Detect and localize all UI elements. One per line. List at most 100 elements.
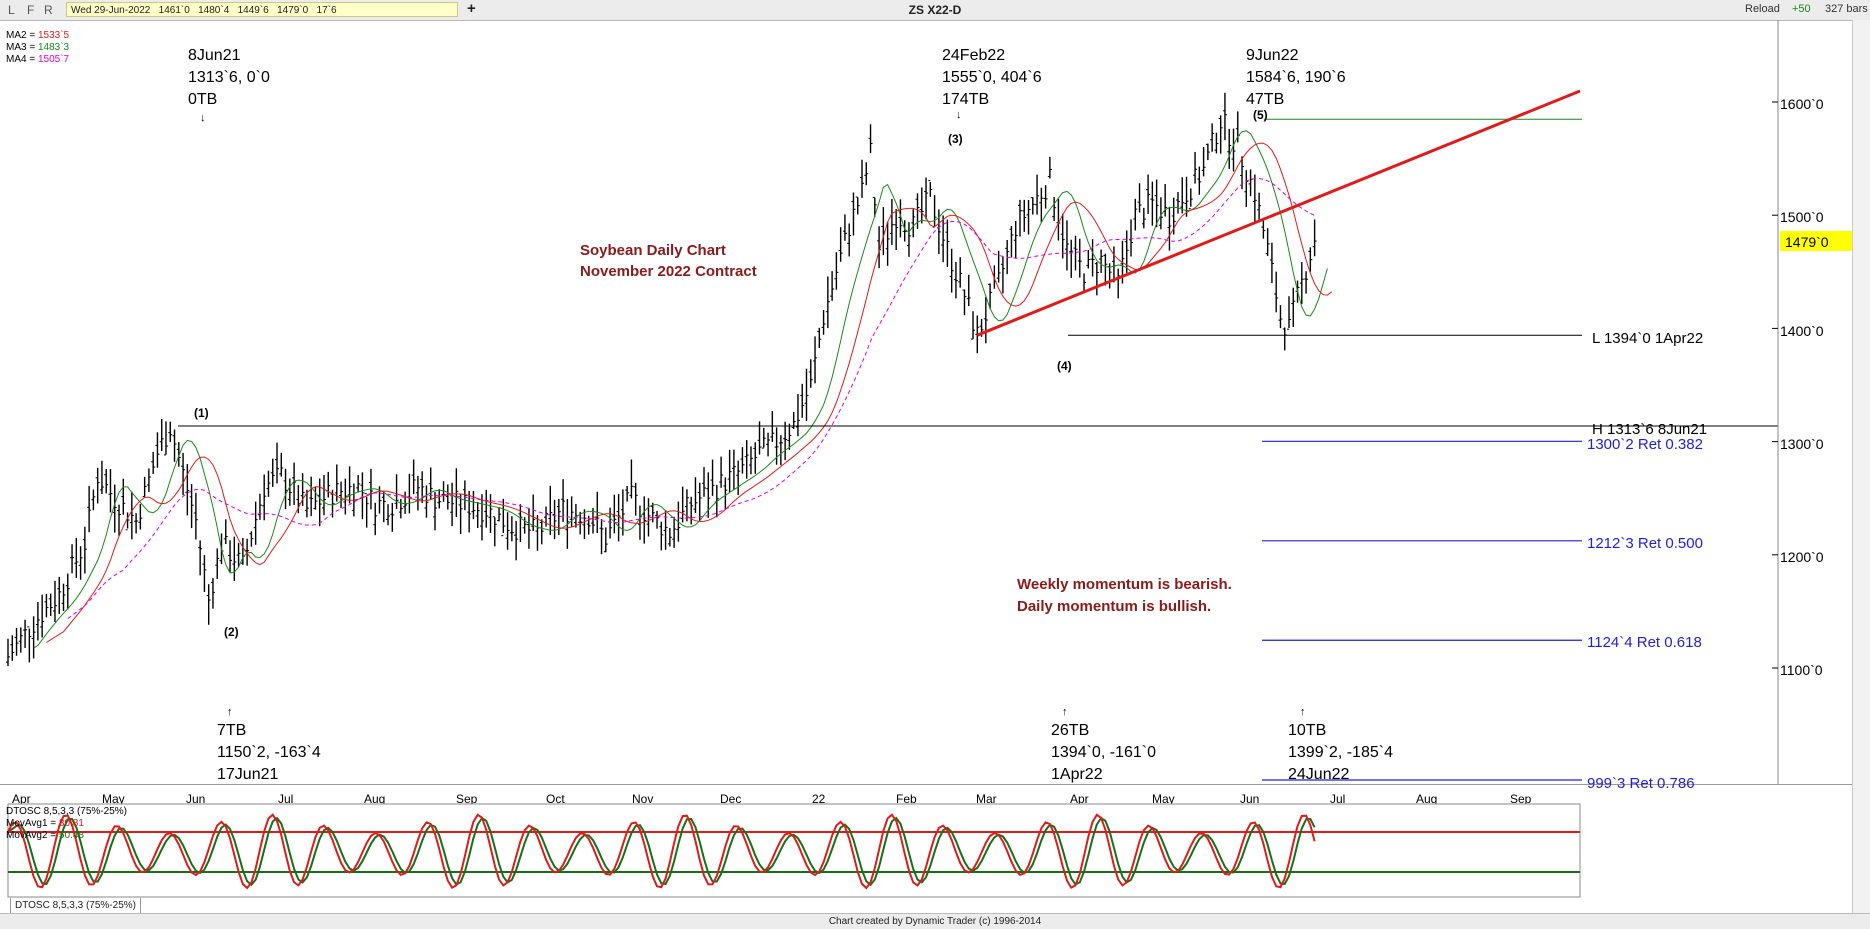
- level-high-label: H 1313`6 8Jun21: [1592, 421, 1707, 438]
- price-bar: [202, 555, 207, 592]
- price-bar: [386, 504, 391, 526]
- price-bar: [625, 485, 630, 502]
- price-bar: [509, 516, 514, 542]
- flag-l[interactable]: L: [8, 3, 15, 17]
- price-bar: [1086, 250, 1091, 269]
- price-bar: [693, 477, 698, 513]
- price-bar: [1141, 207, 1146, 229]
- price-bar: [1022, 199, 1027, 232]
- price-bar: [1231, 128, 1236, 172]
- price-bar: [1304, 271, 1309, 294]
- vertical-scrollbar[interactable]: [1852, 20, 1870, 913]
- momentum-daily: Daily momentum is bullish.: [1017, 598, 1211, 615]
- price-bar: [236, 542, 241, 568]
- price-bar: [868, 124, 873, 154]
- price-bar: [52, 580, 57, 623]
- price-bar: [78, 546, 83, 580]
- price-bar: [885, 221, 890, 266]
- symbol-title: ZS X22-D: [908, 3, 962, 17]
- price-bar: [61, 583, 66, 611]
- price-bar: [949, 248, 954, 293]
- oscillator-pane[interactable]: [7, 803, 1581, 898]
- price-bar: [1043, 185, 1048, 209]
- reload-change: +50: [1792, 3, 1811, 15]
- price-bar: [283, 468, 288, 510]
- bot2-tb: 26TB: [1051, 722, 1089, 739]
- price-bar: [176, 442, 181, 467]
- price-bar: [825, 276, 830, 329]
- flag-r[interactable]: R: [44, 3, 53, 17]
- price-bar: [471, 490, 476, 520]
- x-tick-apr: Apr: [12, 792, 31, 806]
- price-bar: [146, 468, 151, 493]
- price-bar: [1299, 262, 1304, 304]
- price-bar: [983, 296, 988, 344]
- crosshair-plus-icon[interactable]: +: [467, 0, 476, 17]
- price-bar: [945, 219, 950, 267]
- top2-price: 1555`0, 404`6: [942, 69, 1042, 86]
- footer-credit: Chart created by Dynamic Trader (c) 1996…: [0, 913, 1870, 929]
- price-bar: [326, 471, 331, 498]
- price-bar: [552, 499, 557, 540]
- price-bar: [364, 493, 369, 528]
- osc-movavg2: MovAvg2 = 50.48: [6, 830, 84, 842]
- price-bar: [1090, 239, 1095, 277]
- price-bar: [514, 520, 519, 561]
- price-bar: [834, 252, 839, 290]
- price-bar: [522, 517, 527, 534]
- price-bar: [855, 196, 860, 215]
- bot1-price: 1150`2, -163`4: [217, 744, 321, 761]
- price-bar: [35, 602, 40, 641]
- price-bar: [1039, 187, 1044, 223]
- chart-title: Soybean Daily Chart: [580, 242, 726, 259]
- price-bar: [185, 464, 190, 516]
- price-bar: [1137, 183, 1142, 213]
- price-bar: [1291, 287, 1296, 327]
- price-bar: [860, 159, 864, 198]
- price-bar: [842, 214, 847, 241]
- price-bar: [582, 509, 587, 540]
- price-bar: [1026, 200, 1031, 235]
- trendline[interactable]: [976, 89, 1581, 337]
- price-bar: [702, 467, 707, 497]
- price-bar: [475, 501, 480, 528]
- price-bar: [578, 511, 583, 535]
- price-bar: [727, 449, 732, 493]
- ret-382-label: 1300`2 Ret 0.382: [1587, 436, 1703, 453]
- last-price-badge: [1780, 231, 1852, 251]
- price-bar: [304, 489, 309, 518]
- ma4-value: 1505`7: [37, 54, 70, 65]
- price-bar: [1252, 174, 1257, 222]
- price-bar: [18, 627, 23, 653]
- price-bar: [646, 498, 651, 537]
- top2-arrow-icon: ↓: [956, 109, 962, 121]
- price-bar: [159, 419, 164, 452]
- bot2-price: 1394`0, -161`0: [1051, 744, 1156, 761]
- reload-button[interactable]: Reload: [1745, 3, 1780, 15]
- price-bar: [659, 521, 664, 551]
- price-bar: [70, 544, 75, 574]
- price-bar: [441, 481, 446, 502]
- quote-readout: Wed 29-Jun-2022 1461`0 1480`4 1449`6 147…: [66, 2, 458, 17]
- price-bar: [262, 474, 267, 521]
- price-bar: [321, 475, 326, 516]
- price-bar: [501, 498, 506, 537]
- price-bar: [296, 485, 301, 514]
- price-bar: [804, 368, 809, 421]
- price-bar: [206, 584, 211, 625]
- price-bar: [1184, 176, 1189, 217]
- price-bar: [1265, 228, 1270, 256]
- x-tick-aug: Aug: [364, 792, 385, 806]
- chart-title-bar: L F R Wed 29-Jun-2022 1461`0 1480`4 1449…: [0, 0, 1870, 21]
- y-tick-1500: 1500`0: [1780, 209, 1824, 225]
- price-bar: [437, 489, 442, 509]
- pivot-4: (4): [1057, 359, 1072, 373]
- price-bar: [317, 478, 322, 527]
- ma3-legend: MA3 = 1483`3: [6, 42, 69, 54]
- flag-f[interactable]: F: [27, 3, 35, 17]
- price-bar: [407, 473, 412, 514]
- price-bar: [373, 502, 378, 536]
- y-tick-1400: 1400`0: [1780, 323, 1824, 339]
- price-bar: [988, 283, 993, 310]
